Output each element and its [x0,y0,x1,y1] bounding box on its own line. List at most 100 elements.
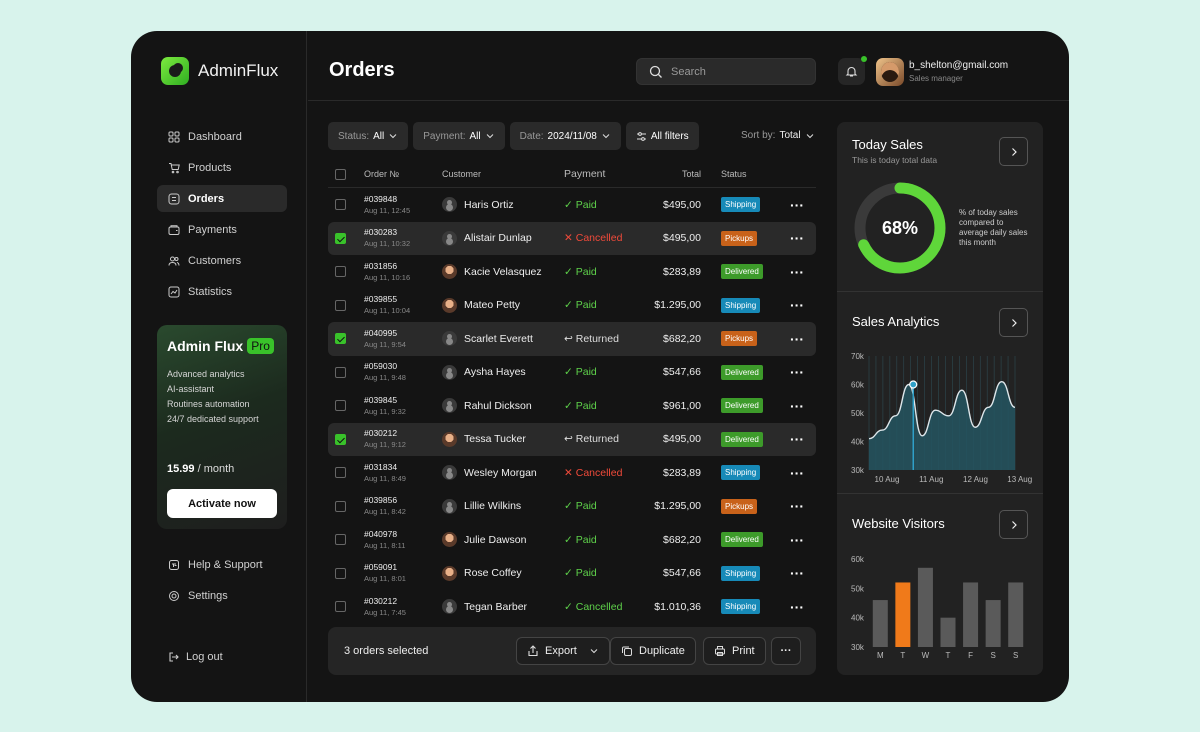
date-filter[interactable]: Date: 2024/11/08 [509,122,621,150]
table-row[interactable]: #039845 Aug 11, 9:32 Rahul Dickson ✓ Pai… [328,389,816,423]
order-id[interactable]: #059030 [364,361,398,372]
row-checkbox[interactable] [335,567,346,579]
table-row[interactable]: #059091 Aug 11, 8:01 Rose Coffey ✓ Paid … [328,557,816,591]
sidebar-item-label: Customers [188,254,242,267]
table-row[interactable]: #059030 Aug 11, 9:48 Aysha Hayes ✓ Paid … [328,356,816,390]
order-id[interactable]: #039855 [364,294,398,305]
sidebar-item-help-support[interactable]: Help & Support [157,551,287,578]
column-status[interactable]: Status [721,169,747,179]
sidebar-item-orders[interactable]: Orders [157,185,287,212]
row-more-button[interactable]: ··· [790,598,804,615]
table-row[interactable]: #031856 Aug 11, 10:16 Kacie Velasquez ✓ … [328,255,816,289]
row-more-button[interactable]: ··· [790,330,804,347]
all-filters-button[interactable]: All filters [625,122,699,150]
table-row[interactable]: #031834 Aug 11, 8:49 Wesley Morgan ✕ Can… [328,456,816,490]
row-more-button[interactable]: ··· [790,464,804,481]
row-checkbox[interactable] [335,333,346,345]
table-row[interactable]: #039855 Aug 11, 10:04 Mateo Petty ✓ Paid… [328,289,816,323]
notification-dot [861,56,867,62]
all-filters-label: All filters [650,130,689,142]
logout-button[interactable]: Log out [168,651,223,663]
order-id[interactable]: #040995 [364,327,398,338]
table-body: #039848 Aug 11, 12:45 Haris Ortiz ✓ Paid… [328,188,816,624]
row-more-button[interactable]: ··· [790,531,804,548]
row-more-button[interactable]: ··· [790,263,804,280]
export-button[interactable]: Export [516,637,610,665]
row-checkbox[interactable] [335,299,346,311]
table-row[interactable]: #030212 Aug 11, 7:45 Tegan Barber ✓ Canc… [328,590,816,624]
row-checkbox[interactable] [335,467,346,479]
row-checkbox[interactable] [335,433,346,445]
table-row[interactable]: #039856 Aug 11, 8:42 Lillie Wilkins ✓ Pa… [328,490,816,524]
search-input[interactable]: Search [636,58,816,85]
status-filter[interactable]: Status: All [328,122,409,150]
table-row[interactable]: #039848 Aug 11, 12:45 Haris Ortiz ✓ Paid… [328,188,816,222]
more-actions-button[interactable]: ··· [771,637,801,665]
row-checkbox[interactable] [335,266,346,278]
payment-status-icon: ✓ [564,265,573,278]
user-email[interactable]: b_shelton@gmail.com [909,60,1009,71]
row-more-button[interactable]: ··· [790,431,804,448]
person-icon [447,468,452,474]
today-sales-open-button[interactable] [999,137,1028,166]
duplicate-button[interactable]: Duplicate [610,637,696,665]
order-id[interactable]: #039856 [364,495,398,506]
order-id[interactable]: #040978 [364,528,398,539]
notifications-button[interactable] [838,56,867,85]
row-more-button[interactable]: ··· [790,565,804,582]
order-date: Aug 11, 10:16 [364,272,411,282]
print-button[interactable]: Print [703,637,766,665]
table-row[interactable]: #030212 Aug 11, 9:12 Tessa Tucker ↩ Retu… [328,422,816,456]
chevron-right-icon [1011,520,1017,529]
row-checkbox[interactable] [335,601,346,613]
column-payment[interactable]: Payment [564,168,606,180]
row-checkbox[interactable] [335,232,346,244]
order-id[interactable]: #031834 [364,461,398,472]
table-row[interactable]: #030283 Aug 11, 10:32 Alistair Dunlap ✕ … [328,221,816,255]
sidebar-item-customers[interactable]: Customers [157,247,287,274]
website-visitors-open-button[interactable] [999,510,1028,539]
order-id[interactable]: #039848 [364,193,398,204]
column-order[interactable]: Order № [364,168,400,179]
activate-now-button[interactable]: Activate now [167,489,277,518]
row-checkbox[interactable] [335,534,346,546]
row-more-button[interactable]: ··· [790,498,804,515]
sidebar-item-statistics[interactable]: Statistics [157,278,287,305]
sidebar-item-dashboard[interactable]: Dashboard [157,123,287,150]
table-row[interactable]: #040978 Aug 11, 8:11 Julie Dawson ✓ Paid… [328,523,816,557]
column-total[interactable]: Total [681,169,701,179]
row-checkbox[interactable] [335,500,346,512]
row-checkbox[interactable] [335,366,346,378]
sidebar-item-settings[interactable]: Settings [157,582,287,609]
order-id[interactable]: #030212 [364,595,398,606]
copy-icon [622,646,632,656]
order-date: Aug 11, 10:04 [364,306,411,316]
order-id[interactable]: #039845 [364,394,398,405]
payment-filter[interactable]: Payment: All [413,122,505,150]
row-more-button[interactable]: ··· [790,397,804,414]
select-all-checkbox[interactable] [335,168,346,180]
app-logo[interactable]: AdminFlux [161,57,278,85]
order-date: Aug 11, 8:49 [364,473,406,483]
sidebar-item-payments[interactable]: Payments [157,216,287,243]
order-id[interactable]: #030283 [364,227,398,238]
row-more-button[interactable]: ··· [790,297,804,314]
sales-analytics-open-button[interactable] [999,308,1028,337]
order-date: Aug 11, 7:45 [364,607,406,617]
order-id[interactable]: #059091 [364,562,398,573]
promo-feature: AI-assistant [167,384,215,394]
sidebar-item-products[interactable]: Products [157,154,287,181]
order-id[interactable]: #031856 [364,260,398,271]
sort-by-select[interactable]: Sort by: Total [741,130,815,141]
donut-chart [854,182,946,274]
y-tick-label: 40k [851,438,865,447]
row-more-button[interactable]: ··· [790,230,804,247]
order-id[interactable]: #030212 [364,428,398,439]
row-checkbox[interactable] [335,400,346,412]
user-avatar[interactable] [876,58,904,86]
table-row[interactable]: #040995 Aug 11, 9:54 Scarlet Everett ↩ R… [328,322,816,356]
row-more-button[interactable]: ··· [790,364,804,381]
row-more-button[interactable]: ··· [790,196,804,213]
row-checkbox[interactable] [335,199,346,211]
column-customer[interactable]: Customer [442,169,482,179]
